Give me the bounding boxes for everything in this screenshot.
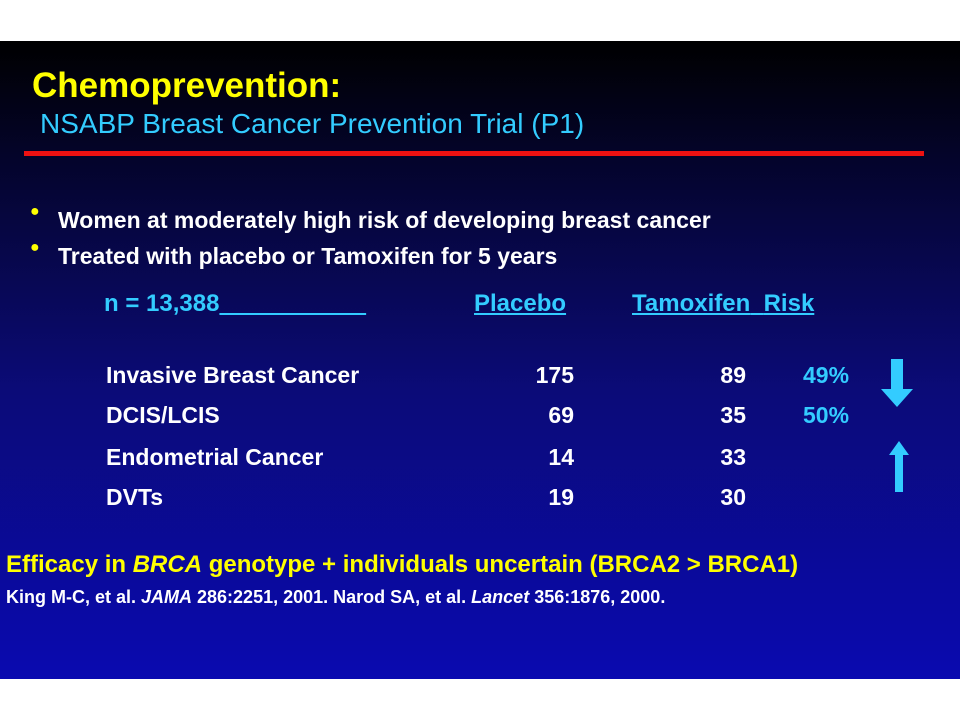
bullet-text: Treated with placebo or Tamoxifen for 5 … (58, 243, 558, 269)
row-label: Invasive Breast Cancer (106, 362, 360, 388)
cell-tamoxifen: 35 (720, 402, 746, 428)
efficacy-gene: BRCA (132, 551, 203, 578)
cell-tamoxifen: 89 (720, 362, 746, 388)
arrow-up-icon (889, 441, 909, 492)
slide-title: Chemoprevention: (32, 66, 342, 105)
cell-placebo: 69 (548, 402, 574, 428)
slide: Chemoprevention: NSABP Breast Cancer Pre… (0, 41, 960, 679)
citation-ref-1: 286:2251, 2001. Narod SA, et al. (192, 587, 472, 607)
citation-journal-2: Lancet (471, 587, 530, 607)
efficacy-text: Efficacy in (6, 551, 133, 578)
citation: King M-C, et al. JAMA 286:2251, 2001. Na… (6, 587, 665, 608)
cell-tamoxifen: 30 (720, 484, 746, 510)
row-label: DVTs (106, 484, 164, 510)
row-label: Endometrial Cancer (106, 444, 324, 470)
efficacy-note: Efficacy in BRCA genotype + individuals … (6, 551, 798, 579)
header-tamoxifen: Tamoxifen (632, 290, 751, 317)
header-placebo: Placebo (474, 290, 567, 317)
bullet-text: Women at moderately high risk of develop… (58, 207, 711, 233)
citation-authors-1: King M-C, et al. (6, 587, 141, 607)
bullet-dot-icon: ● (30, 239, 40, 256)
n-underline (219, 290, 366, 317)
title-divider (24, 151, 924, 156)
cell-placebo: 175 (535, 362, 574, 388)
sample-size: n = 13,388 (104, 290, 220, 317)
cell-tamoxifen: 33 (720, 444, 746, 470)
cell-risk: 50% (803, 402, 850, 428)
cell-placebo: 19 (548, 484, 574, 510)
citation-journal-1: JAMA (141, 587, 193, 607)
header-risk: Risk (763, 290, 815, 317)
citation-ref-2: 356:1876, 2000. (529, 587, 666, 607)
slide-subtitle: NSABP Breast Cancer Prevention Trial (P1… (40, 108, 585, 139)
cell-risk: 49% (803, 362, 850, 388)
cell-placebo: 14 (548, 444, 574, 470)
bullet-dot-icon: ● (30, 203, 40, 220)
arrow-down-icon (881, 359, 913, 407)
n-label: n = 13,388 (104, 290, 366, 318)
efficacy-text-rest: genotype + individuals uncertain (BRCA2 … (202, 551, 799, 578)
header-tamoxifen-risk: Tamoxifen Risk (632, 290, 814, 318)
row-label: DCIS/LCIS (106, 402, 220, 428)
